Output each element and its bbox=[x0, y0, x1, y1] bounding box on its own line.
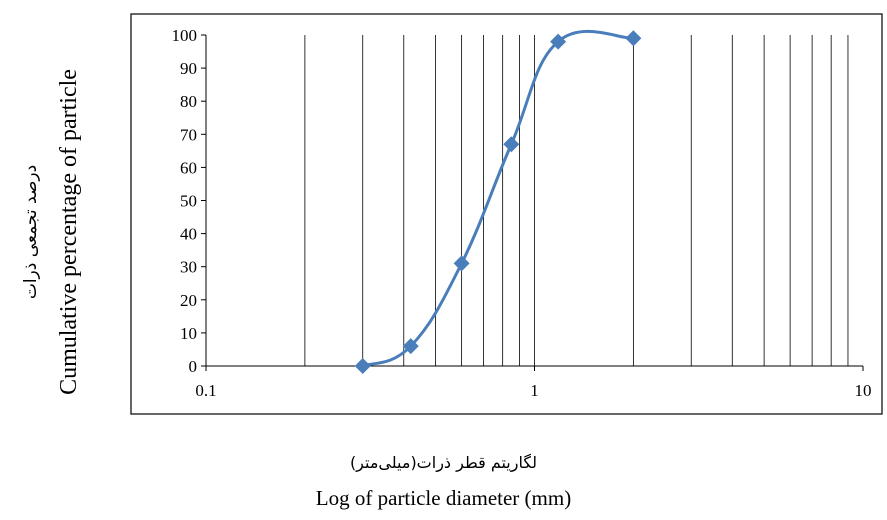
y-tick-label: 70 bbox=[180, 125, 197, 144]
x-axis-label-fa: لگاریتم قطر ذرات(میلی‌متر) bbox=[349, 453, 538, 472]
y-tick-label: 90 bbox=[180, 59, 197, 78]
data-point-marker bbox=[550, 33, 567, 50]
y-tick-label: 50 bbox=[180, 192, 197, 211]
tick-labels: 0 10 20 30 40 50 60 70 80 90 100 0.1 1 10 bbox=[172, 26, 872, 400]
data-point-marker bbox=[402, 338, 419, 355]
grid bbox=[304, 35, 849, 366]
y-tick-label: 30 bbox=[180, 258, 197, 277]
y-tick-label: 40 bbox=[180, 225, 197, 244]
data-point-marker bbox=[503, 136, 520, 153]
y-axis-label-fa: درصد تجمعی ذرات bbox=[21, 165, 41, 299]
data-point-marker bbox=[453, 255, 470, 272]
x-tick-label: 0.1 bbox=[195, 381, 216, 400]
data-point-marker bbox=[625, 30, 642, 47]
y-tick-label: 80 bbox=[180, 92, 197, 111]
data-point-marker bbox=[354, 358, 371, 374]
chart-frame bbox=[130, 13, 883, 415]
y-tick-label: 60 bbox=[180, 158, 197, 177]
y-tick-label: 10 bbox=[180, 324, 197, 343]
x-tick-label: 10 bbox=[855, 381, 872, 400]
y-tick-label: 20 bbox=[180, 291, 197, 310]
axes bbox=[201, 34, 864, 371]
y-axis-label-en: Cumulative percentage of particle bbox=[56, 69, 82, 395]
x-tick-label: 1 bbox=[530, 381, 539, 400]
x-axis-label-en: Log of particle diameter (mm) bbox=[315, 486, 572, 510]
y-tick-label: 100 bbox=[172, 26, 198, 45]
series bbox=[354, 29, 642, 374]
y-tick-label: 0 bbox=[189, 357, 198, 376]
